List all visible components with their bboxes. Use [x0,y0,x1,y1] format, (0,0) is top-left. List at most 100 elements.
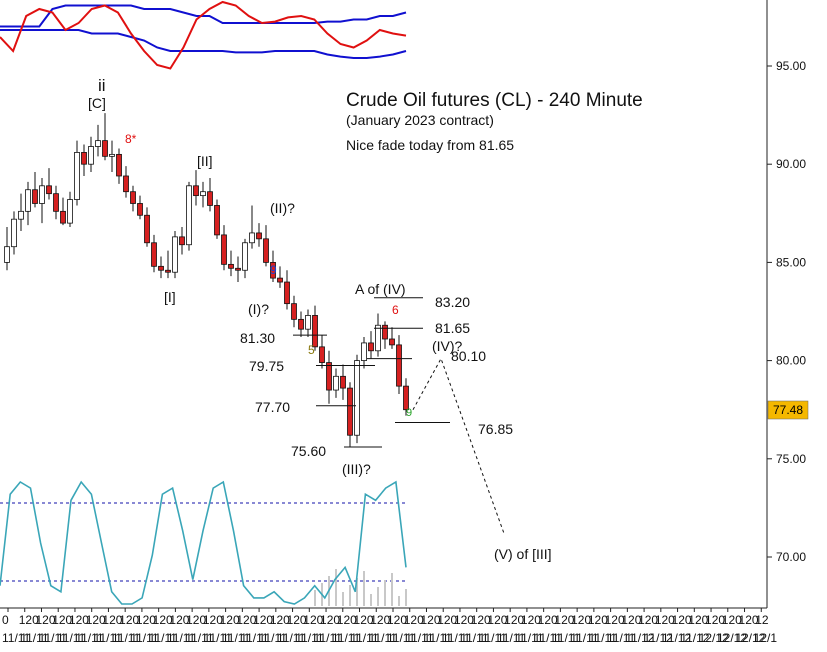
time-tick-label: 120 [203,613,223,627]
date-tick-label: 11/11 [387,631,416,645]
price-tick-label: 85.00 [776,255,806,269]
date-tick-label: 11/11 [259,631,288,645]
time-tick-label: 120 [153,613,173,627]
last-price-value: 77.48 [773,403,803,417]
candle [123,175,129,193]
date-tick-label: 11/11 [167,631,196,645]
price-tick-label: 80.00 [776,354,806,368]
time-tick-label: 120 [487,613,507,627]
time-tick-label: 120 [722,613,742,627]
candle [361,342,367,362]
price-tick-label: 95.00 [776,59,806,73]
time-tick-label: 120 [69,613,89,627]
top-indicator-pane [0,0,407,70]
time-tick-label: 120 [521,613,541,627]
date-tick-label: 11/11 [314,631,343,645]
candle [305,315,311,330]
time-tick-label: 120 [220,613,240,627]
candle [200,191,206,197]
candle [242,242,248,271]
time-tick-label: 120 [387,613,407,627]
chart-subtitle: (January 2023 contract) [346,112,494,128]
time-tick-label: 120 [672,613,692,627]
price-tick-label: 75.00 [776,452,806,466]
date-tick-label: 11/12 [625,631,654,645]
candle [74,152,80,200]
candle [403,385,409,411]
candle [221,234,227,265]
last-price-box [767,400,809,420]
candle [256,232,262,240]
time-tick-label: 120 [420,613,440,627]
candle [228,263,234,269]
date-tick-label: 11/11 [479,631,508,645]
date-tick-label: 11/11 [405,631,434,645]
candle [81,152,87,165]
time-tick-label: 120 [337,613,357,627]
time-tick-label: 120 [119,613,139,627]
date-tick-label: 12/12 [717,631,747,645]
count-label-6: 6 [392,303,399,317]
candle [60,210,66,224]
wave-label-A-of-IV: A of (IV) [355,281,406,297]
oscillator-line [0,480,407,605]
date-tick-label: 11/11 [442,631,471,645]
date-tick-label: 11/11 [570,631,599,645]
candle [67,199,73,224]
candle [354,360,360,436]
candle [249,232,255,244]
date-tick-label: 11/11 [75,631,104,645]
date-tick-label: 11/11 [204,631,233,645]
momentum-line [0,0,407,70]
candle [25,189,31,212]
candle [326,362,332,391]
candle [235,267,241,271]
time-axis-labels: 0 120120120120120120120120120120120120120… [2,608,777,645]
oscillator-pane [0,480,407,606]
lower-band-line [0,29,407,59]
date-tick-label: 11/11 [222,631,251,645]
candle [39,185,45,204]
date-tick-label: 11/11 [497,631,526,645]
level-label-77-70: 77.70 [255,399,290,415]
candle [46,185,52,195]
date-tick-label: 11/12 [662,631,691,645]
time-tick-label: 120 [688,613,708,627]
level-label-81-65: 81.65 [435,320,470,336]
time-tick-label: 120 [169,613,189,627]
time-tick-label: 120 [471,613,491,627]
date-tick-label: 12/1 [754,631,778,645]
time-tick-label: 120 [19,613,39,627]
candle [333,375,339,391]
time-tick-label: 120 [605,613,625,627]
time-tick-label: 120 [655,613,675,627]
time-tick-label: 120 [454,613,474,627]
volume-bars [314,569,407,606]
wave-label-C: [C] [88,95,106,111]
level-label-76-85: 76.85 [478,421,513,437]
time-tick-label: 120 [287,613,307,627]
wave-label-II-paren: (II)? [270,200,295,216]
candle [312,315,318,348]
candle [396,344,402,387]
count-label-green: 9 [406,407,412,419]
date-tick-label: 11/11 [20,631,49,645]
wave-label-II-bracket: [II] [197,153,213,169]
level-label-80-10: 80.10 [451,348,486,364]
time-tick-label: 0 [2,613,9,627]
level-label-81-30: 81.30 [240,330,275,346]
date-tick-label: 11/11 [424,631,453,645]
time-tick-label: 120 [504,613,524,627]
candle [277,277,283,283]
time-tick-label: 120 [270,613,290,627]
candle [4,246,10,263]
date-tick-label: 11/12 [680,631,709,645]
candle [298,318,304,330]
candle [144,214,150,244]
time-tick-label: 120 [136,613,156,627]
time-tick-label: 120 [303,613,323,627]
time-tick-label: 120 [253,613,273,627]
candle [368,342,374,352]
